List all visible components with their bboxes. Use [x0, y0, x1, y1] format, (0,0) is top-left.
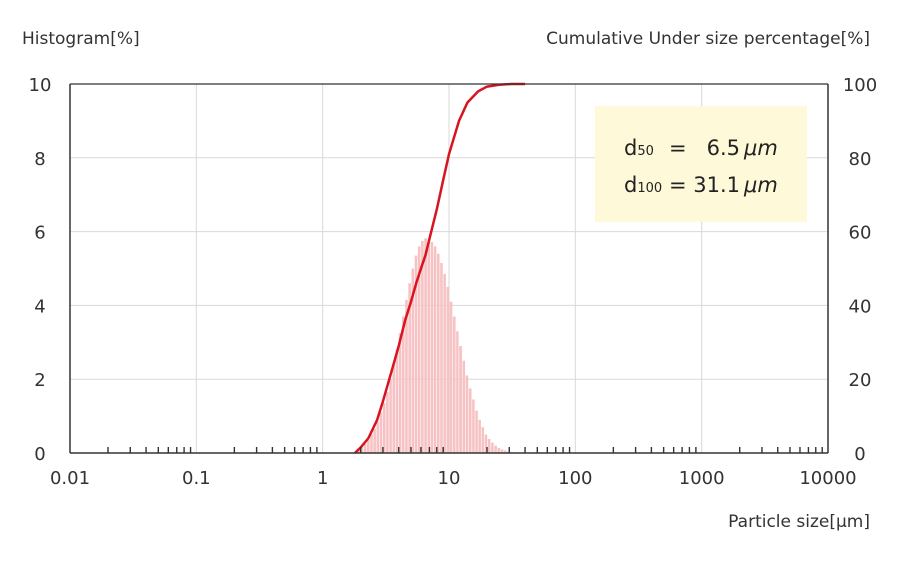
histogram-bar [424, 238, 427, 453]
histogram-bar [405, 299, 408, 453]
y-left-axis-title: Histogram[%] [22, 29, 140, 49]
d50-unit: μm [743, 136, 778, 160]
histogram-bar [433, 246, 437, 453]
d100-unit: μm [743, 173, 778, 197]
histogram-bar [367, 440, 370, 453]
histogram-bar [386, 392, 389, 453]
x-tick-label: 100 [558, 468, 592, 489]
histogram-bar [462, 360, 466, 453]
histogram-bar [370, 434, 373, 453]
histogram-bar [475, 410, 478, 453]
y-left-tick-label: 6 [34, 223, 45, 244]
histogram-bar [395, 349, 399, 453]
histogram-bar [452, 316, 456, 453]
histogram-bar [363, 443, 367, 453]
histogram-bar [417, 246, 421, 453]
histogram-bar [392, 364, 395, 453]
histogram-bar [456, 331, 459, 453]
histogram-bar [411, 268, 415, 453]
histogram-bar [503, 450, 507, 453]
d50-value: 6.5 [707, 136, 740, 160]
histogram-bar [484, 434, 488, 453]
histogram-bar [446, 286, 450, 453]
histogram-bar [487, 438, 491, 453]
histogram-bar [398, 333, 402, 453]
histogram-bar [357, 449, 361, 453]
histogram-bar [373, 429, 376, 453]
histogram-bar [389, 379, 392, 453]
histogram-bar [478, 419, 481, 453]
x-axis-title: Particle size[μm] [728, 512, 870, 532]
histogram-bar [401, 316, 405, 453]
d100-symbol: d [624, 173, 637, 197]
y-left-tick-label: 0 [34, 444, 45, 465]
y-left-tick-label: 2 [34, 370, 45, 391]
histogram-bar [436, 253, 440, 453]
x-tick-label: 1000 [679, 468, 725, 489]
histogram-bar [414, 255, 418, 453]
grid [70, 84, 828, 453]
y-right-axis-title: Cumulative Under size percentage[%] [546, 29, 870, 49]
histogram-bar [494, 445, 497, 453]
y-right-tick-label: 80 [849, 149, 872, 170]
histogram-bar [376, 421, 380, 453]
x-tick-label: 0.1 [182, 468, 211, 489]
d50-line: d50 [624, 136, 654, 160]
histogram-bar [421, 240, 424, 453]
histogram-bar [497, 447, 501, 453]
histogram-bar [465, 375, 469, 453]
histogram-bar [379, 412, 383, 453]
y-right-tick-label: 0 [854, 444, 865, 465]
y-left-tick-label: 8 [34, 149, 45, 170]
y-left-tick-label: 4 [34, 296, 45, 317]
histogram-bar [468, 388, 472, 453]
axes [69, 83, 829, 454]
histogram-bar [408, 283, 411, 453]
d100-equals: = [669, 173, 687, 197]
histogram-bar [382, 403, 386, 453]
d50-symbol: d [624, 136, 637, 160]
histogram-bar [360, 447, 364, 453]
histogram-bar [440, 262, 443, 453]
d100-subscript: 100 [637, 181, 662, 196]
d100-value: 31.1 [693, 173, 740, 197]
histogram-bar [430, 241, 434, 453]
x-tick-label: 0.01 [50, 468, 90, 489]
histogram-bar [427, 238, 431, 453]
histogram-bar [443, 274, 446, 453]
cumulative-curve-group [354, 82, 526, 454]
stats-annotation: d50 = 6.5 μm d100 = 31.1 μm [595, 106, 807, 222]
y-left-tick-label: 10 [29, 75, 52, 96]
tick-labels: 0.01 0.1 1 10 100 1000 10000024681002040608010… [29, 75, 878, 489]
d50-subscript: 50 [637, 144, 654, 159]
histogram-bar [459, 345, 462, 453]
x-tick-label: 10 [438, 468, 461, 489]
histogram-bar [491, 442, 494, 453]
d50-equals: = [669, 136, 687, 160]
y-right-tick-label: 40 [849, 296, 872, 317]
stats-annotation-box [595, 106, 807, 222]
y-right-tick-label: 20 [849, 370, 872, 391]
histogram-bar [500, 449, 504, 453]
y-right-tick-label: 60 [849, 223, 872, 244]
x-tick-label: 10000 [799, 468, 856, 489]
d100-line: d100 [624, 173, 662, 197]
histogram-bar [449, 301, 453, 453]
histogram-bars [354, 238, 513, 453]
x-tick-label: 1 [317, 468, 328, 489]
histogram-bar [481, 427, 485, 453]
cumulative-curve [354, 82, 526, 454]
y-right-tick-label: 100 [843, 75, 877, 96]
histogram-bar [472, 399, 475, 453]
